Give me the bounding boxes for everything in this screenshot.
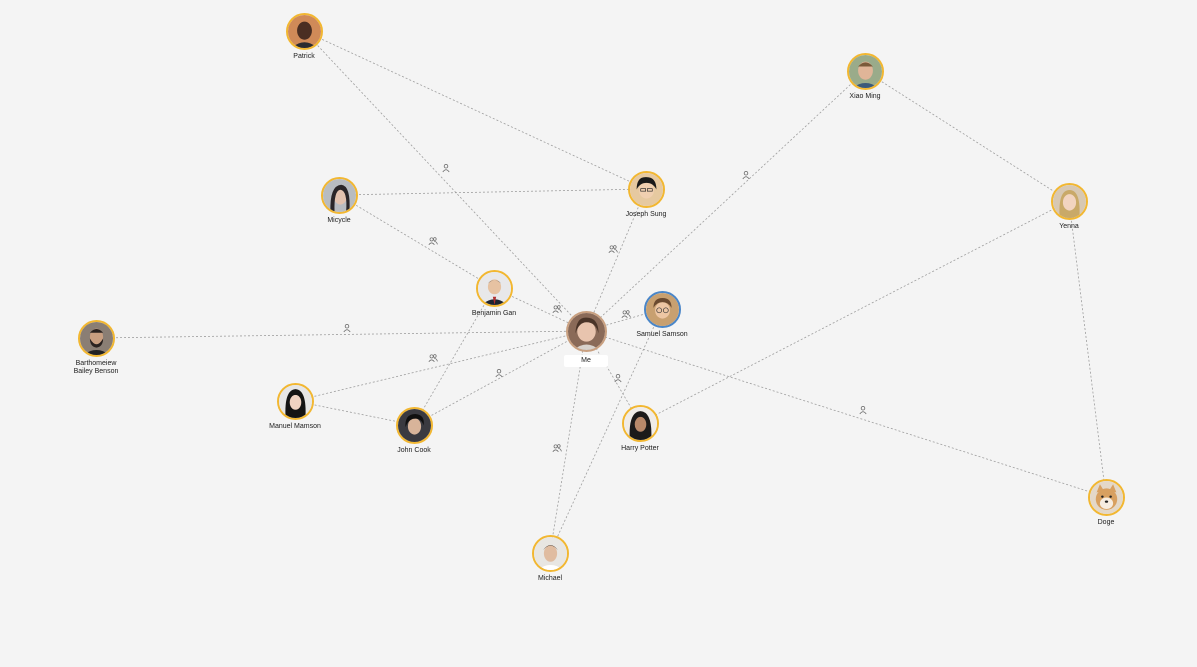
edge-person-icon[interactable] — [342, 323, 352, 333]
avatar-me[interactable] — [566, 311, 607, 352]
edge-people-icon[interactable] — [608, 244, 618, 254]
label-michael: Michael — [537, 575, 563, 582]
avatar-barthomeiew[interactable] — [78, 320, 115, 357]
portrait-john-cook-icon — [398, 409, 431, 442]
edge-people-icon[interactable] — [552, 304, 562, 314]
portrait-micycle-icon — [323, 179, 356, 212]
label-me: Me — [564, 355, 608, 367]
avatar-patrick[interactable] — [286, 13, 323, 50]
avatar-doge[interactable] — [1088, 479, 1125, 516]
edge-micycle-joseph_sung — [338, 188, 647, 196]
edge-barthomeiew-me — [95, 330, 587, 339]
avatar-john-cook[interactable] — [396, 407, 433, 444]
avatar-harry-potter[interactable] — [622, 405, 659, 442]
label-joseph-sung: Joseph Sung — [625, 211, 667, 218]
edge-yenna-harry_potter — [639, 200, 1070, 424]
edge-patrick-me — [303, 30, 587, 332]
portrait-samuel-samson-icon — [646, 293, 679, 326]
label-patrick: Patrick — [293, 53, 315, 60]
edge-manuel_mamson-me — [294, 330, 587, 402]
label-manuel-mamson: Manuel Mamson — [269, 423, 321, 430]
edge-people-icon[interactable] — [621, 309, 631, 319]
edge-me-michael — [549, 330, 587, 554]
label-harry-potter: Harry Potter — [621, 445, 659, 452]
avatar-joseph-sung[interactable] — [628, 171, 665, 208]
avatar-manuel-mamson[interactable] — [277, 383, 314, 420]
label-samuel-samson: Samuel Samson — [636, 331, 688, 338]
portrait-manuel-mamson-icon — [279, 385, 312, 418]
edge-people-icon[interactable] — [428, 236, 438, 246]
portrait-harry-potter-icon — [624, 407, 657, 440]
edge-person-icon[interactable] — [494, 368, 504, 378]
edge-person-icon[interactable] — [613, 373, 623, 383]
avatar-samuel-samson[interactable] — [644, 291, 681, 328]
avatar-michael[interactable] — [532, 535, 569, 572]
edge-xiao_ming-yenna — [864, 70, 1070, 202]
label-barthomeiew: Barthomeiew Bailey Benson — [73, 360, 119, 375]
edge-yenna-doge — [1068, 200, 1107, 498]
avatar-xiao-ming[interactable] — [847, 53, 884, 90]
label-john-cook: John Cook — [397, 447, 431, 454]
avatar-yenna[interactable] — [1051, 183, 1088, 220]
edge-xiao_ming-me — [585, 70, 866, 332]
edge-me-doge — [585, 330, 1107, 498]
edge-patrick-joseph_sung — [303, 30, 647, 190]
edge-people-icon[interactable] — [552, 443, 562, 453]
label-benjamin-gan: Benjamin Gan — [471, 310, 517, 317]
avatar-micycle[interactable] — [321, 177, 358, 214]
portrait-me-icon — [568, 313, 605, 350]
label-micycle: Micycle — [327, 217, 351, 224]
label-doge: Doge — [1097, 519, 1115, 526]
avatar-benjamin-gan[interactable] — [476, 270, 513, 307]
portrait-michael-icon — [534, 537, 567, 570]
portrait-patrick-icon — [288, 15, 321, 48]
edge-benjamin_gan-john_cook — [413, 287, 495, 426]
edge-person-icon[interactable] — [741, 170, 751, 180]
portrait-doge-icon — [1090, 481, 1123, 514]
label-yenna: Yenna — [1059, 223, 1079, 230]
edge-person-icon[interactable] — [858, 405, 868, 415]
edge-people-icon[interactable] — [428, 353, 438, 363]
edge-john_cook-me — [413, 330, 587, 426]
portrait-joseph-sung-icon — [630, 173, 663, 206]
portrait-barthomeiew-icon — [80, 322, 113, 355]
edge-joseph_sung-me — [585, 188, 647, 332]
portrait-benjamin-gan-icon — [478, 272, 511, 305]
portrait-xiao-ming-icon — [849, 55, 882, 88]
portrait-yenna-icon — [1053, 185, 1086, 218]
edge-person-icon[interactable] — [441, 163, 451, 173]
edge-micycle-benjamin_gan — [338, 194, 495, 289]
label-xiao-ming: Xiao Ming — [849, 93, 881, 100]
edge-manuel_mamson-john_cook — [294, 400, 415, 426]
